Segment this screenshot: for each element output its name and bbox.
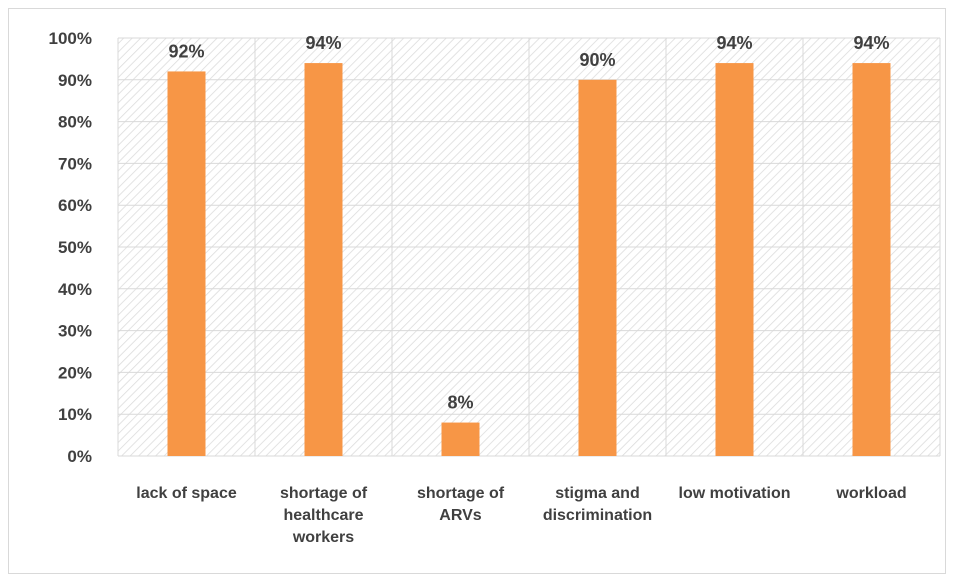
x-category-label-line: shortage of bbox=[417, 485, 505, 502]
x-category-label-line: workload bbox=[835, 485, 906, 502]
data-label: 92% bbox=[168, 41, 204, 61]
data-label: 94% bbox=[716, 33, 752, 53]
bar bbox=[304, 63, 343, 456]
x-category-label-line: ARVs bbox=[439, 507, 481, 524]
x-category-label: lack of space bbox=[136, 485, 237, 502]
x-category-label-line: shortage of bbox=[280, 485, 368, 502]
y-tick-label: 10% bbox=[58, 405, 92, 424]
x-category-label-line: lack of space bbox=[136, 485, 237, 502]
y-tick-label: 30% bbox=[58, 322, 92, 341]
data-label: 94% bbox=[305, 33, 341, 53]
y-tick-label: 60% bbox=[58, 196, 92, 215]
bar bbox=[578, 79, 617, 457]
data-label: 94% bbox=[853, 33, 889, 53]
y-tick-label: 100% bbox=[49, 29, 92, 48]
x-category-label: workload bbox=[835, 485, 906, 502]
x-category-label-line: low motivation bbox=[679, 485, 791, 502]
y-tick-label: 40% bbox=[58, 280, 92, 299]
y-tick-label: 0% bbox=[67, 447, 92, 466]
data-label: 90% bbox=[579, 50, 615, 70]
x-category-label: stigma and discrimination bbox=[543, 485, 652, 524]
x-category-label: low motivation bbox=[679, 485, 791, 502]
y-tick-label: 50% bbox=[58, 238, 92, 257]
bar bbox=[715, 63, 754, 456]
data-label: 8% bbox=[447, 393, 473, 413]
bar bbox=[441, 422, 480, 456]
x-category-label: shortage of ARVs bbox=[417, 485, 505, 524]
x-category-label-line: workers bbox=[292, 529, 354, 546]
x-category-label-line: stigma and bbox=[555, 485, 639, 502]
y-tick-label: 80% bbox=[58, 113, 92, 132]
x-category-label-line: discrimination bbox=[543, 507, 652, 524]
bar bbox=[852, 63, 891, 456]
y-tick-label: 90% bbox=[58, 71, 92, 90]
x-category-label-line: healthcare bbox=[283, 507, 363, 524]
x-category-label: shortage of healthcare workers bbox=[280, 485, 368, 546]
y-tick-label: 20% bbox=[58, 363, 92, 382]
y-tick-label: 70% bbox=[58, 154, 92, 173]
bar bbox=[167, 71, 206, 456]
